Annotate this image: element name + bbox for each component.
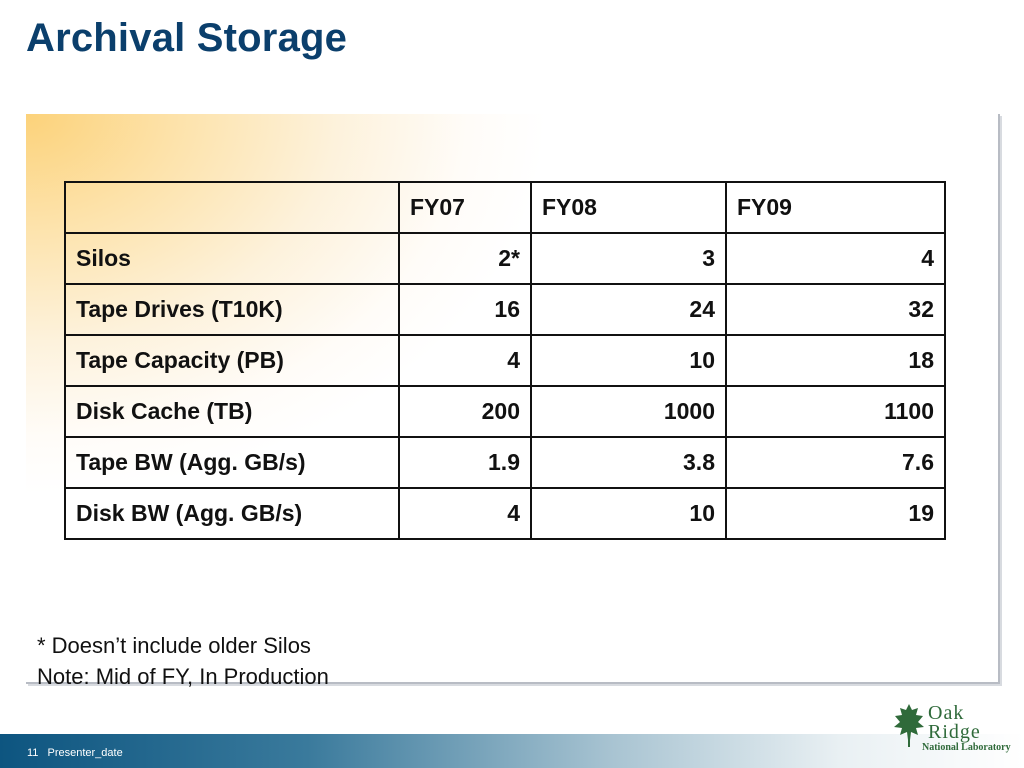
table-row: Tape BW (Agg. GB/s) 1.9 3.8 7.6 <box>64 436 946 489</box>
table-cell: 32 <box>725 283 946 336</box>
table-header-cell <box>64 181 400 234</box>
footnotes: * Doesn’t include older Silos Note: Mid … <box>37 630 329 692</box>
table-cell: 18 <box>725 334 946 387</box>
row-label: Tape Drives (T10K) <box>64 283 400 336</box>
table-cell: 16 <box>398 283 532 336</box>
slide-title: Archival Storage <box>26 16 348 60</box>
footer-bar <box>0 734 1024 768</box>
table-cell: 7.6 <box>725 436 946 489</box>
table-cell: 1000 <box>530 385 727 438</box>
footnote-production: Note: Mid of FY, In Production <box>37 664 329 689</box>
table-row: Tape Capacity (PB) 4 10 18 <box>64 334 946 387</box>
row-label: Tape BW (Agg. GB/s) <box>64 436 400 489</box>
row-label: Tape Capacity (PB) <box>64 334 400 387</box>
oak-ridge-logo: Oak Ridge National Laboratory <box>892 702 1011 753</box>
table-header-cell: FY09 <box>725 181 946 234</box>
table-cell: 3 <box>530 232 727 285</box>
table-cell: 2* <box>398 232 532 285</box>
table-row: Disk BW (Agg. GB/s) 4 10 19 <box>64 487 946 540</box>
table-row: Tape Drives (T10K) 16 24 32 <box>64 283 946 336</box>
table-header-row: FY07 FY08 FY09 <box>64 181 946 234</box>
table-cell: 200 <box>398 385 532 438</box>
table-cell: 19 <box>725 487 946 540</box>
table-cell: 3.8 <box>530 436 727 489</box>
logo-lab-text: National Laboratory <box>922 742 1011 753</box>
footer: 11 Presenter_date <box>27 747 129 759</box>
table-cell: 4 <box>398 334 532 387</box>
logo-ridge-text: Ridge <box>928 721 981 743</box>
row-label: Disk BW (Agg. GB/s) <box>64 487 400 540</box>
table-cell: 24 <box>530 283 727 336</box>
table-cell: 10 <box>530 334 727 387</box>
table-cell: 4 <box>398 487 532 540</box>
page-number: 11 <box>27 747 39 759</box>
row-label: Silos <box>64 232 400 285</box>
table-header-cell: FY08 <box>530 181 727 234</box>
logo-oak-text: Oak <box>928 702 965 724</box>
table-cell: 1.9 <box>398 436 532 489</box>
footnote-silos: * Doesn’t include older Silos <box>37 633 311 658</box>
presenter-date: Presenter_date <box>47 747 123 759</box>
row-label: Disk Cache (TB) <box>64 385 400 438</box>
table-row: Disk Cache (TB) 200 1000 1100 <box>64 385 946 438</box>
storage-table: FY07 FY08 FY09 Silos 2* 3 4 Tape Drives … <box>64 181 946 540</box>
table-cell: 4 <box>725 232 946 285</box>
table-row: Silos 2* 3 4 <box>64 232 946 285</box>
table-header-cell: FY07 <box>398 181 532 234</box>
oak-leaf-icon <box>894 704 924 747</box>
table-cell: 1100 <box>725 385 946 438</box>
table-cell: 10 <box>530 487 727 540</box>
